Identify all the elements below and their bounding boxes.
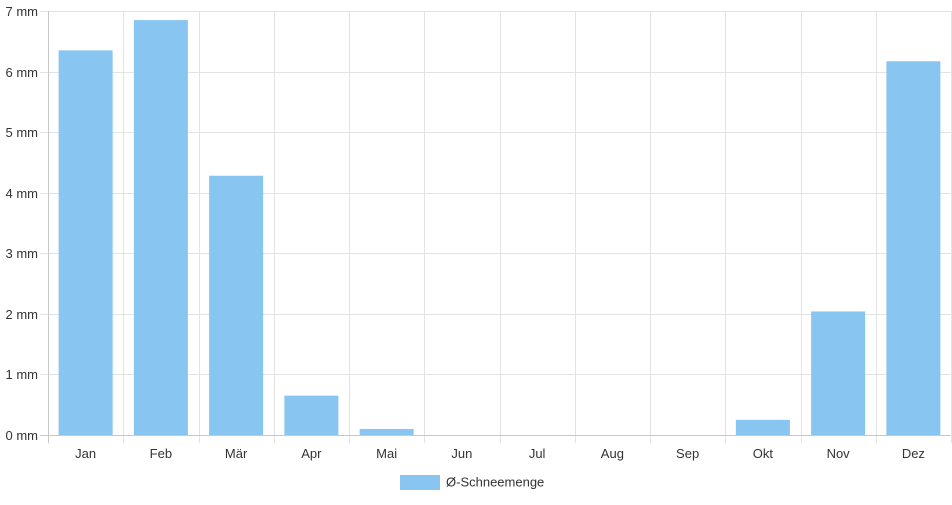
y-tick-label: 1 mm <box>6 367 39 382</box>
bar[interactable] <box>284 395 339 435</box>
y-tick-label: 5 mm <box>6 125 39 140</box>
x-tick-label: Jun <box>451 446 472 461</box>
y-tick-label: 6 mm <box>6 65 39 80</box>
y-tick-label: 2 mm <box>6 307 39 322</box>
bar[interactable] <box>811 311 866 435</box>
x-tick-label: Apr <box>301 446 322 461</box>
x-tick-label: Nov <box>827 446 851 461</box>
legend[interactable]: Ø-Schneemenge <box>400 475 544 491</box>
axes <box>40 11 951 443</box>
bar[interactable] <box>359 428 414 435</box>
grid-lines <box>40 11 952 443</box>
x-tick-label: Feb <box>150 446 172 461</box>
x-tick-label: Dez <box>902 446 925 461</box>
x-tick-label: Mär <box>225 446 248 461</box>
legend-label: Ø-Schneemenge <box>446 475 544 490</box>
x-tick-label: Sep <box>676 446 699 461</box>
y-tick-label: 4 mm <box>6 186 39 201</box>
x-tick-label: Jan <box>75 446 96 461</box>
x-tick-label: Jul <box>529 446 546 461</box>
y-axis-ticks: 0 mm 1 mm 2 mm 3 mm 4 mm 5 mm 6 mm 7 mm <box>6 4 39 443</box>
bar[interactable] <box>133 20 188 435</box>
legend-swatch <box>400 475 440 490</box>
y-tick-label: 7 mm <box>6 4 39 19</box>
x-tick-label: Aug <box>601 446 624 461</box>
bar[interactable] <box>886 61 941 435</box>
x-tick-label: Mai <box>376 446 397 461</box>
x-tick-label: Okt <box>753 446 774 461</box>
bars <box>58 20 941 436</box>
bar[interactable] <box>735 419 790 435</box>
y-tick-label: 0 mm <box>6 428 39 443</box>
x-axis-ticks: Jan Feb Mär Apr Mai Jun Jul Aug Sep Okt Nov Dez <box>75 446 925 461</box>
y-tick-label: 3 mm <box>6 246 39 261</box>
bar[interactable] <box>58 50 113 435</box>
bar[interactable] <box>209 175 264 436</box>
